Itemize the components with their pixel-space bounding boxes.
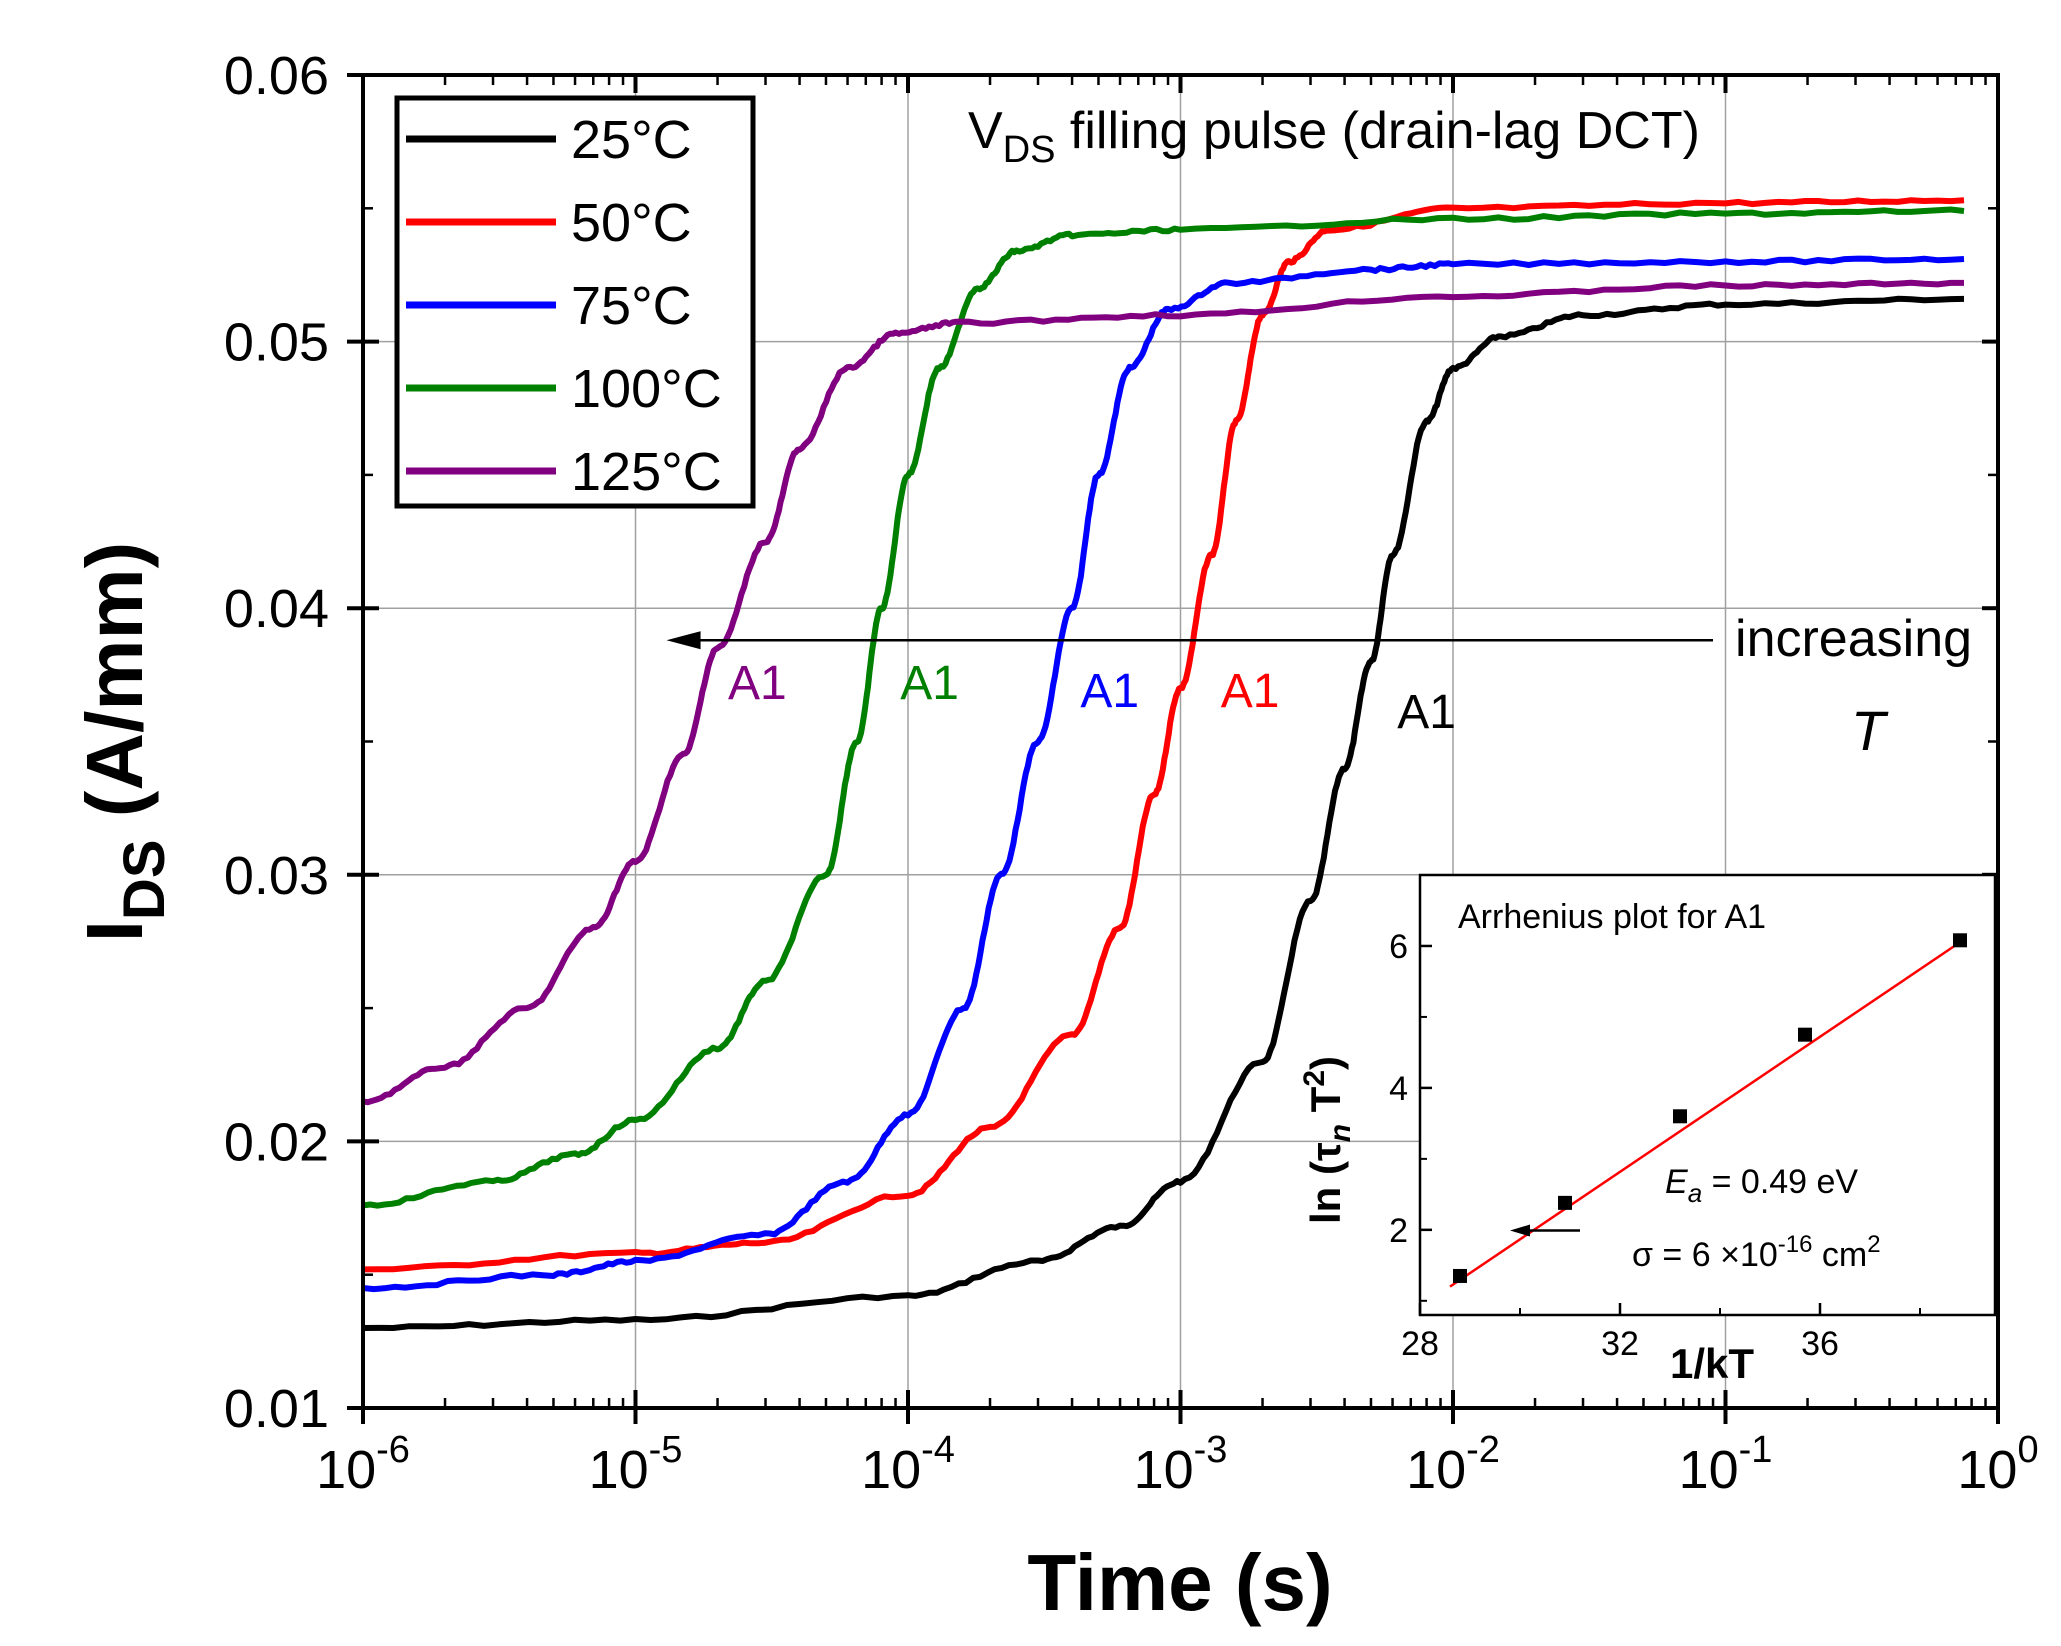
inset-x-tick-label: 32	[1601, 1325, 1639, 1363]
x-tick-base: 10	[316, 1440, 376, 1500]
a1-annotation: A1	[1397, 686, 1456, 739]
a1-annotation: A1	[728, 657, 787, 710]
legend-label: 100°C	[571, 359, 722, 419]
inset-fit-line	[1449, 937, 1966, 1288]
cross-section-label: σ = 6 ×10-16 cm2	[1632, 1231, 1881, 1274]
ea-rest: = 0.49 eV	[1702, 1163, 1858, 1201]
x-tick-label: 10-2	[1406, 1429, 1500, 1500]
increasing-temperature-arrow	[666, 631, 1714, 650]
legend-label: 75°C	[571, 276, 692, 336]
series-line-75°C	[363, 255, 1965, 1293]
x-tick-exp: -6	[376, 1429, 410, 1471]
x-tick-exp: -3	[1194, 1429, 1228, 1471]
sigma-sup2: 2	[1867, 1231, 1880, 1258]
inset-x-tick-label: 36	[1801, 1325, 1839, 1363]
arrhenius-point	[1798, 1027, 1812, 1042]
x-tick-label: 10-1	[1679, 1429, 1773, 1500]
increasing-t-label: T	[1851, 699, 1889, 762]
x-tick-label: 10-5	[589, 1429, 683, 1500]
x-tick-base: 10	[1957, 1440, 2017, 1500]
main-series	[363, 197, 1965, 1331]
legend-label: 125°C	[571, 442, 722, 502]
x-tick-base: 10	[589, 1440, 649, 1500]
x-axis-title: Time (s)	[1027, 1538, 1332, 1627]
legend: 25°C 50°C 75°C 100°C 125°C	[394, 95, 756, 509]
inset-x-tick-label: 28	[1401, 1325, 1439, 1363]
arrhenius-point	[1453, 1268, 1467, 1283]
x-tick-base: 10	[861, 1440, 921, 1500]
inset-arrow	[1510, 1224, 1580, 1237]
chart-title: VDS filling pulse (drain-lag DCT)	[968, 102, 1700, 171]
inset-arrow-head	[1510, 1224, 1530, 1237]
chart-title-rest: filling pulse (drain-lag DCT)	[1055, 102, 1699, 160]
y-tick-label: 0.04	[224, 579, 329, 639]
inset-y-tau: τ	[1302, 1142, 1349, 1161]
arrow-head	[666, 631, 701, 650]
inset-points	[1453, 933, 1967, 1283]
y-axis-title-main: I	[70, 920, 159, 942]
inset-title: Arrhenius plot for A1	[1458, 898, 1766, 936]
series-line-100°C	[363, 206, 1965, 1209]
series-line-25°C	[363, 295, 1965, 1331]
ea-sub: a	[1688, 1178, 1702, 1208]
main-annotations: A1 A1 A1 A1 A1	[728, 657, 1456, 739]
inset-y-mid: T	[1302, 1086, 1349, 1124]
x-tick-label: 10-6	[316, 1429, 410, 1500]
arrhenius-point	[1558, 1195, 1572, 1210]
chart-title-sub: DS	[1003, 129, 1056, 171]
inset-y-suffix: )	[1302, 1056, 1349, 1070]
main-y-ticks: 0.01 0.02 0.03 0.04 0.05 0.06	[224, 46, 1998, 1439]
sigma-mid: cm	[1812, 1236, 1867, 1274]
y-tick-label: 0.03	[224, 846, 329, 906]
fit-line	[1449, 937, 1966, 1288]
series-line-125°C	[363, 279, 1964, 1106]
sigma-prefix: σ = 6 ×10	[1632, 1236, 1778, 1274]
y-tick-label: 0.02	[224, 1112, 329, 1172]
main-x-ticks: 10-6 10-5 10-4 10-3 10-2 10-1 100	[316, 75, 2039, 1500]
y-tick-label: 0.05	[224, 313, 329, 373]
increasing-label: increasing	[1735, 610, 1972, 668]
x-tick-label: 100	[1957, 1429, 2038, 1500]
inset-y-tick-label: 6	[1389, 928, 1408, 966]
chart-title-main: V	[968, 102, 1003, 160]
y-axis-title-rest: (A/mm)	[70, 542, 159, 840]
a1-annotation: A1	[1221, 665, 1280, 718]
arrhenius-point	[1673, 1109, 1687, 1124]
x-tick-label: 10-4	[861, 1429, 955, 1500]
x-tick-label: 10-3	[1134, 1429, 1228, 1500]
legend-label: 50°C	[571, 193, 692, 253]
sigma-sup: -16	[1778, 1231, 1813, 1258]
inset-ticks: 28 32 36 2 4 6	[1389, 928, 1921, 1363]
inset-plot: 28 32 36 2 4 6 Arrhenius plot for A1 1/kT ln …	[1298, 873, 1997, 1387]
y-tick-label: 0.06	[224, 46, 329, 106]
y-tick-label: 0.01	[224, 1379, 329, 1439]
inset-y-axis-title: ln (τn T2)	[1298, 1056, 1357, 1224]
y-axis-title-sub: DS	[112, 839, 177, 920]
inset-y-prefix: ln (	[1302, 1161, 1349, 1224]
y-axis-title: IDS (A/mm)	[70, 542, 177, 943]
x-tick-exp: -5	[649, 1429, 683, 1471]
main-plot: 0.010.020.030.040.050.06 10-6 10-5 10-4 10-…	[70, 46, 2039, 1627]
inset-y-tau-sub: n	[1324, 1124, 1357, 1142]
x-tick-exp: -2	[1466, 1429, 1500, 1471]
legend-label: 25°C	[571, 110, 692, 170]
inset-y-sup: 2	[1298, 1070, 1331, 1087]
x-tick-exp: -4	[921, 1429, 955, 1471]
inset-x-axis-title: 1/kT	[1670, 1340, 1754, 1387]
x-tick-base: 10	[1406, 1440, 1466, 1500]
inset-y-tick-label: 2	[1389, 1212, 1408, 1250]
arrhenius-point	[1953, 933, 1967, 948]
activation-energy-label: Ea = 0.49 eV	[1665, 1163, 1858, 1208]
inset-y-tick-label: 4	[1389, 1070, 1408, 1108]
x-tick-exp: -1	[1739, 1429, 1773, 1471]
x-tick-exp: 0	[2017, 1429, 2038, 1471]
x-tick-base: 10	[1679, 1440, 1739, 1500]
a1-annotation: A1	[900, 657, 959, 710]
a1-annotation: A1	[1080, 665, 1139, 718]
ea-symbol: E	[1665, 1163, 1688, 1201]
x-tick-base: 10	[1134, 1440, 1194, 1500]
series-line-50°C	[363, 197, 1965, 1273]
